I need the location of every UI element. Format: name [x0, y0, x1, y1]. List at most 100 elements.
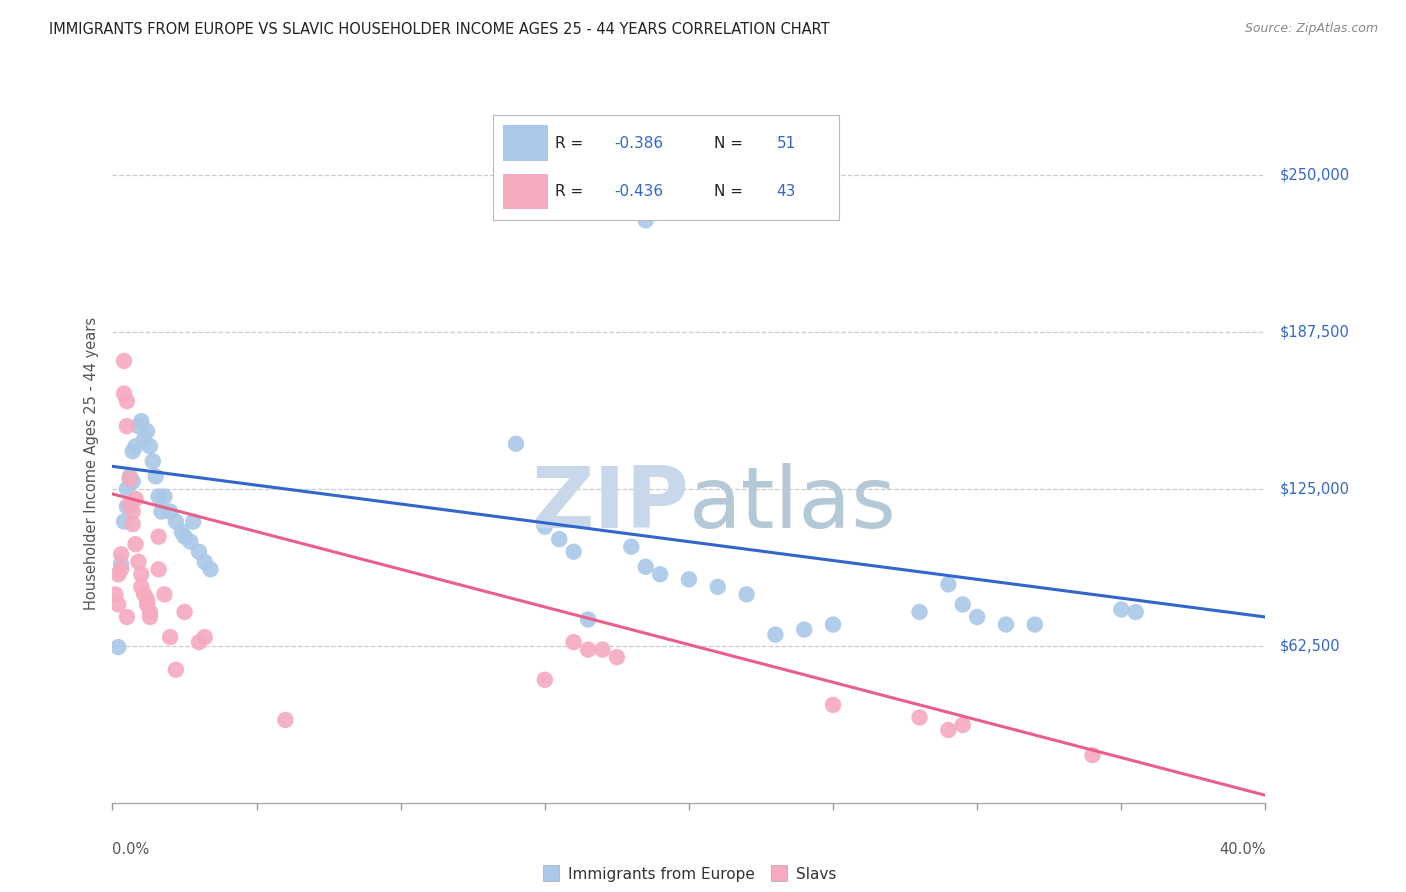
Text: $62,500: $62,500	[1279, 639, 1340, 653]
Point	[173, 605, 195, 619]
Point	[115, 394, 138, 409]
Point	[576, 642, 599, 657]
Point	[139, 610, 162, 624]
Point	[129, 580, 153, 594]
Point	[1111, 602, 1133, 616]
Point	[562, 635, 585, 649]
Point	[112, 354, 135, 368]
Point	[115, 500, 138, 514]
Point	[139, 605, 162, 619]
Point	[136, 424, 159, 438]
Point	[139, 439, 162, 453]
Point	[194, 555, 217, 569]
Point	[112, 515, 135, 529]
Point	[936, 723, 959, 737]
Point	[678, 572, 700, 586]
Point	[121, 517, 143, 532]
Point	[134, 432, 156, 446]
Point	[110, 558, 132, 572]
Point	[606, 650, 628, 665]
Point	[505, 436, 527, 450]
Point	[148, 490, 170, 504]
Point	[936, 577, 959, 591]
Point	[115, 482, 138, 496]
Point	[121, 475, 143, 489]
Point	[110, 562, 132, 576]
Text: $250,000: $250,000	[1279, 168, 1350, 183]
Point	[124, 537, 146, 551]
Point	[995, 617, 1018, 632]
Point	[136, 598, 159, 612]
Point	[620, 540, 643, 554]
Point	[118, 497, 141, 511]
Point	[107, 567, 129, 582]
Point	[634, 213, 657, 227]
Point	[592, 642, 614, 657]
Point	[952, 718, 974, 732]
Text: $187,500: $187,500	[1279, 325, 1350, 340]
Point	[179, 534, 201, 549]
Point	[1125, 605, 1147, 619]
Point	[173, 530, 195, 544]
Point	[145, 469, 167, 483]
Point	[194, 630, 217, 644]
Point	[165, 663, 187, 677]
Point	[533, 673, 555, 687]
Text: IMMIGRANTS FROM EUROPE VS SLAVIC HOUSEHOLDER INCOME AGES 25 - 44 YEARS CORRELATI: IMMIGRANTS FROM EUROPE VS SLAVIC HOUSEHO…	[49, 22, 830, 37]
Point	[127, 555, 149, 569]
Point	[110, 547, 132, 561]
Point	[129, 414, 153, 428]
Point	[548, 532, 571, 546]
Point	[134, 587, 156, 601]
Point	[735, 587, 758, 601]
Point	[765, 627, 787, 641]
Point	[107, 640, 129, 654]
Point	[188, 545, 211, 559]
Point	[115, 610, 138, 624]
Point	[153, 587, 176, 601]
Point	[952, 598, 974, 612]
Point	[908, 710, 931, 724]
Point	[821, 698, 844, 712]
Point	[136, 592, 159, 607]
Point	[181, 515, 204, 529]
Point	[165, 515, 187, 529]
Point	[153, 490, 176, 504]
Y-axis label: Householder Income Ages 25 - 44 years: Householder Income Ages 25 - 44 years	[84, 318, 100, 610]
Point	[104, 587, 127, 601]
Point	[170, 524, 193, 539]
Point	[533, 519, 555, 533]
Point	[127, 419, 149, 434]
Point	[908, 605, 931, 619]
Point	[124, 439, 146, 453]
Text: Source: ZipAtlas.com: Source: ZipAtlas.com	[1244, 22, 1378, 36]
Point	[1024, 617, 1046, 632]
Legend: Immigrants from Europe, Slavs: Immigrants from Europe, Slavs	[534, 859, 844, 890]
Text: ZIP: ZIP	[531, 463, 689, 546]
Point	[118, 469, 141, 483]
Point	[274, 713, 297, 727]
Text: 40.0%: 40.0%	[1219, 842, 1265, 856]
Point	[793, 623, 815, 637]
Point	[634, 559, 657, 574]
Point	[188, 635, 211, 649]
Text: $125,000: $125,000	[1279, 482, 1350, 497]
Point	[148, 530, 170, 544]
Point	[129, 567, 153, 582]
Point	[966, 610, 988, 624]
Point	[1081, 748, 1104, 763]
Text: 0.0%: 0.0%	[112, 842, 149, 856]
Point	[115, 419, 138, 434]
Point	[124, 491, 146, 506]
Point	[121, 504, 143, 518]
Point	[562, 545, 585, 559]
Point	[121, 444, 143, 458]
Point	[107, 598, 129, 612]
Point	[200, 562, 222, 576]
Point	[148, 562, 170, 576]
Point	[576, 613, 599, 627]
Point	[821, 617, 844, 632]
Point	[118, 472, 141, 486]
Point	[706, 580, 728, 594]
Point	[159, 630, 181, 644]
